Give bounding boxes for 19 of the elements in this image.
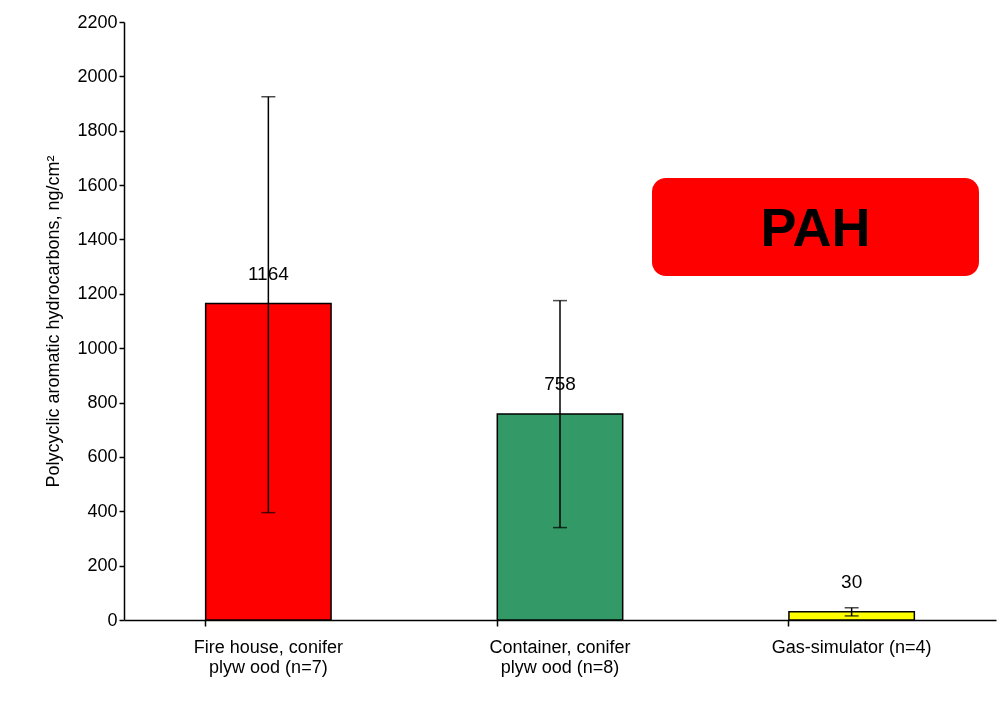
y-tick-label: 2000 xyxy=(77,65,118,86)
y-tick-label: 800 xyxy=(87,392,118,413)
x-tick-label: Container, conifer plyw ood (n=8) xyxy=(489,636,631,677)
x-tick-label: Gas-simulator (n=4) xyxy=(771,636,932,657)
y-tick-label: 1200 xyxy=(77,283,118,304)
y-tick-label: 2200 xyxy=(77,11,118,32)
y-tick-label: 200 xyxy=(87,555,118,576)
x-tick-label: Fire house, conifer plyw ood (n=7) xyxy=(193,636,343,677)
annotation: PAH xyxy=(760,196,871,258)
y-tick-label: 400 xyxy=(87,500,118,521)
rounded-box: PAH xyxy=(652,178,979,276)
data-label: 30 xyxy=(841,570,863,592)
y-tick-label: 1000 xyxy=(77,337,118,358)
y-tick-label: 600 xyxy=(87,446,118,467)
y-tick-label: 1800 xyxy=(77,120,118,141)
y-axis-title: Polycyclic aromatic hydrocarbons, ng/cm² xyxy=(43,155,64,488)
y-tick-label: 1600 xyxy=(77,174,118,195)
y-tick-label: 0 xyxy=(107,609,118,630)
y-tick-label: 1400 xyxy=(77,228,118,249)
